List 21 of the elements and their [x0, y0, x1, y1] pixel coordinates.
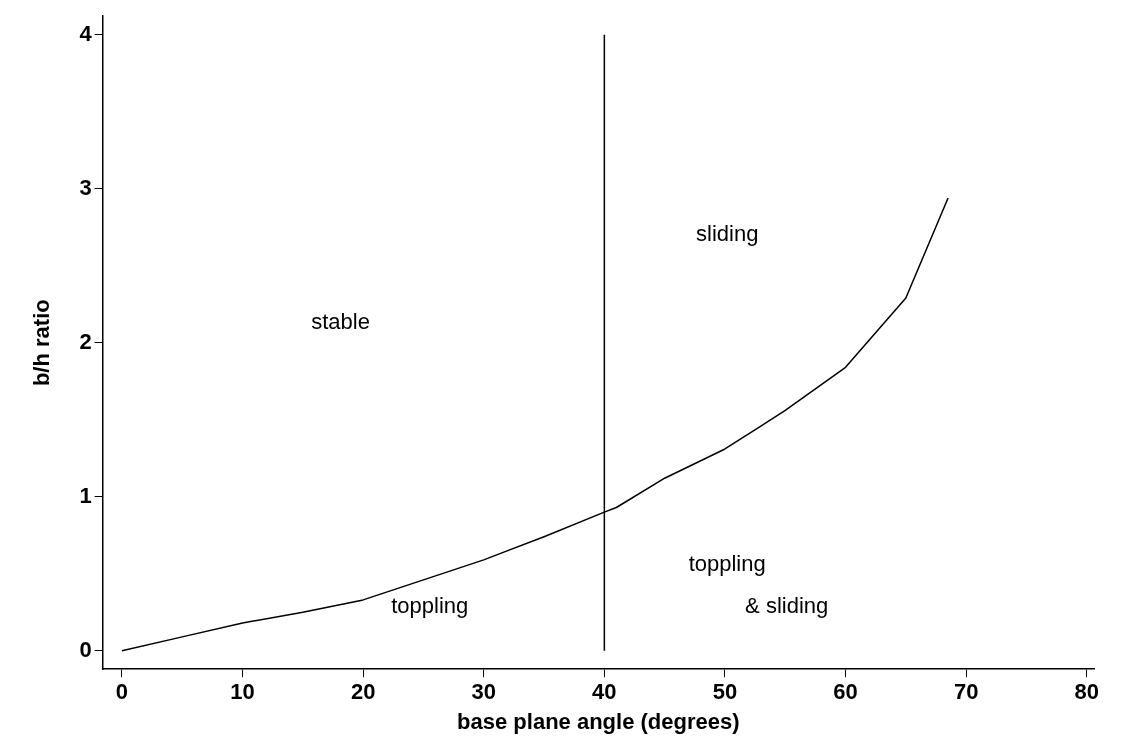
x-tick-label: 0 — [115, 679, 129, 705]
x-tick-label: 70 — [953, 679, 979, 705]
y-tick-label: 2 — [79, 328, 92, 354]
annotation: & sliding — [745, 593, 829, 619]
x-tick-label: 40 — [592, 679, 617, 705]
x-axis-title: base plane angle (degrees) — [457, 708, 740, 734]
annotation: stable — [311, 309, 370, 335]
annotation: toppling — [391, 593, 469, 619]
y-axis-title: b/h ratio — [29, 299, 55, 387]
x-tick-label: 30 — [471, 679, 496, 705]
y-tick-label: 3 — [79, 174, 92, 200]
x-tick-label: 50 — [712, 679, 738, 705]
y-tick-label: 1 — [79, 482, 92, 508]
annotation: sliding — [696, 221, 759, 247]
y-tick-label: 4 — [79, 20, 93, 46]
y-tick-label: 0 — [79, 636, 92, 662]
x-tick-label: 10 — [230, 679, 255, 705]
x-tick-label: 80 — [1074, 679, 1100, 705]
annotation: toppling — [688, 550, 766, 576]
x-tick-label: 60 — [833, 679, 858, 705]
x-tick-label: 20 — [350, 679, 376, 705]
